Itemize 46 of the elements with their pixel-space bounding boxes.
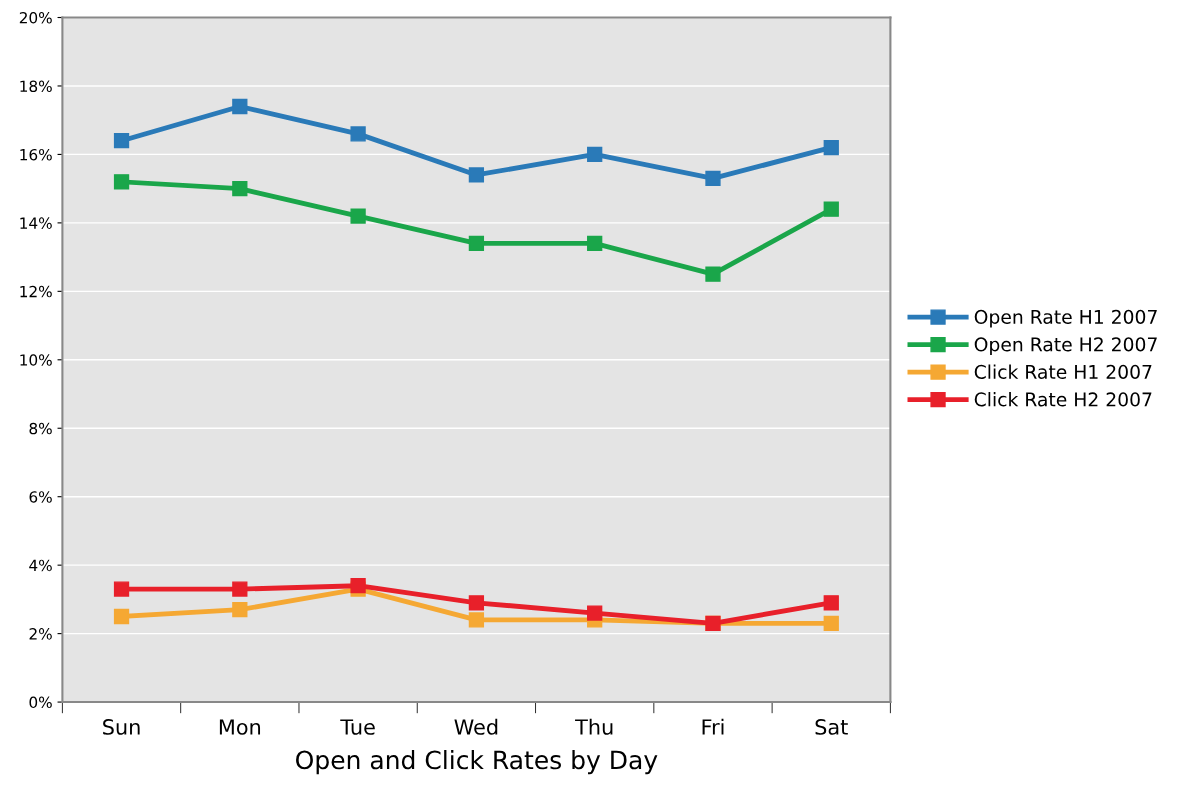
point bbox=[113, 608, 130, 625]
y-tick-label: 8% bbox=[29, 422, 52, 435]
point bbox=[113, 133, 130, 149]
y-tick-label: 18% bbox=[20, 80, 52, 92]
point bbox=[823, 139, 839, 156]
point bbox=[587, 235, 603, 252]
x-tick-label: Wed bbox=[454, 718, 498, 735]
x-tick-label: Mon bbox=[219, 719, 261, 735]
y-tick-label: 16% bbox=[20, 148, 52, 161]
y-tick-label: 6% bbox=[29, 491, 52, 503]
x-tick-label: Sun bbox=[103, 719, 140, 735]
point bbox=[350, 126, 366, 142]
y-tick-label: 0% bbox=[29, 696, 52, 709]
y-tick-label: 20% bbox=[19, 11, 52, 24]
x-tick-label: Sat bbox=[815, 719, 848, 735]
point bbox=[468, 167, 485, 183]
point bbox=[705, 170, 721, 187]
y-tick-label: 14% bbox=[20, 217, 52, 229]
point bbox=[232, 602, 248, 618]
y-tick-label: 12% bbox=[20, 285, 52, 298]
point bbox=[468, 612, 485, 628]
point bbox=[823, 615, 839, 631]
point bbox=[350, 208, 366, 224]
point bbox=[468, 595, 485, 611]
point bbox=[587, 605, 603, 621]
y-tick-label: 2% bbox=[29, 628, 52, 640]
legend-label: Open Rate H2 2007 bbox=[974, 337, 1157, 356]
point bbox=[587, 146, 603, 163]
point bbox=[705, 266, 721, 282]
point bbox=[113, 581, 130, 597]
point bbox=[232, 181, 248, 197]
x-tick-label: Tue bbox=[340, 719, 375, 735]
legend-label: Open Rate H1 2007 bbox=[974, 309, 1157, 328]
y-tick-label: 10% bbox=[20, 354, 52, 366]
legend-label: Click Rate H1 2007 bbox=[974, 364, 1152, 379]
x-tick-label: Fri bbox=[702, 718, 724, 735]
point bbox=[823, 595, 839, 611]
legend-label: Click Rate H2 2007 bbox=[974, 392, 1152, 407]
point bbox=[113, 174, 130, 190]
point bbox=[823, 201, 839, 217]
x-tick-label: Thu bbox=[575, 718, 613, 735]
y-tick-label: 4% bbox=[29, 559, 52, 572]
point bbox=[232, 581, 248, 597]
point bbox=[232, 98, 248, 115]
x-axis-title: Open and Click Rates by Day bbox=[296, 750, 658, 775]
point bbox=[468, 235, 485, 252]
